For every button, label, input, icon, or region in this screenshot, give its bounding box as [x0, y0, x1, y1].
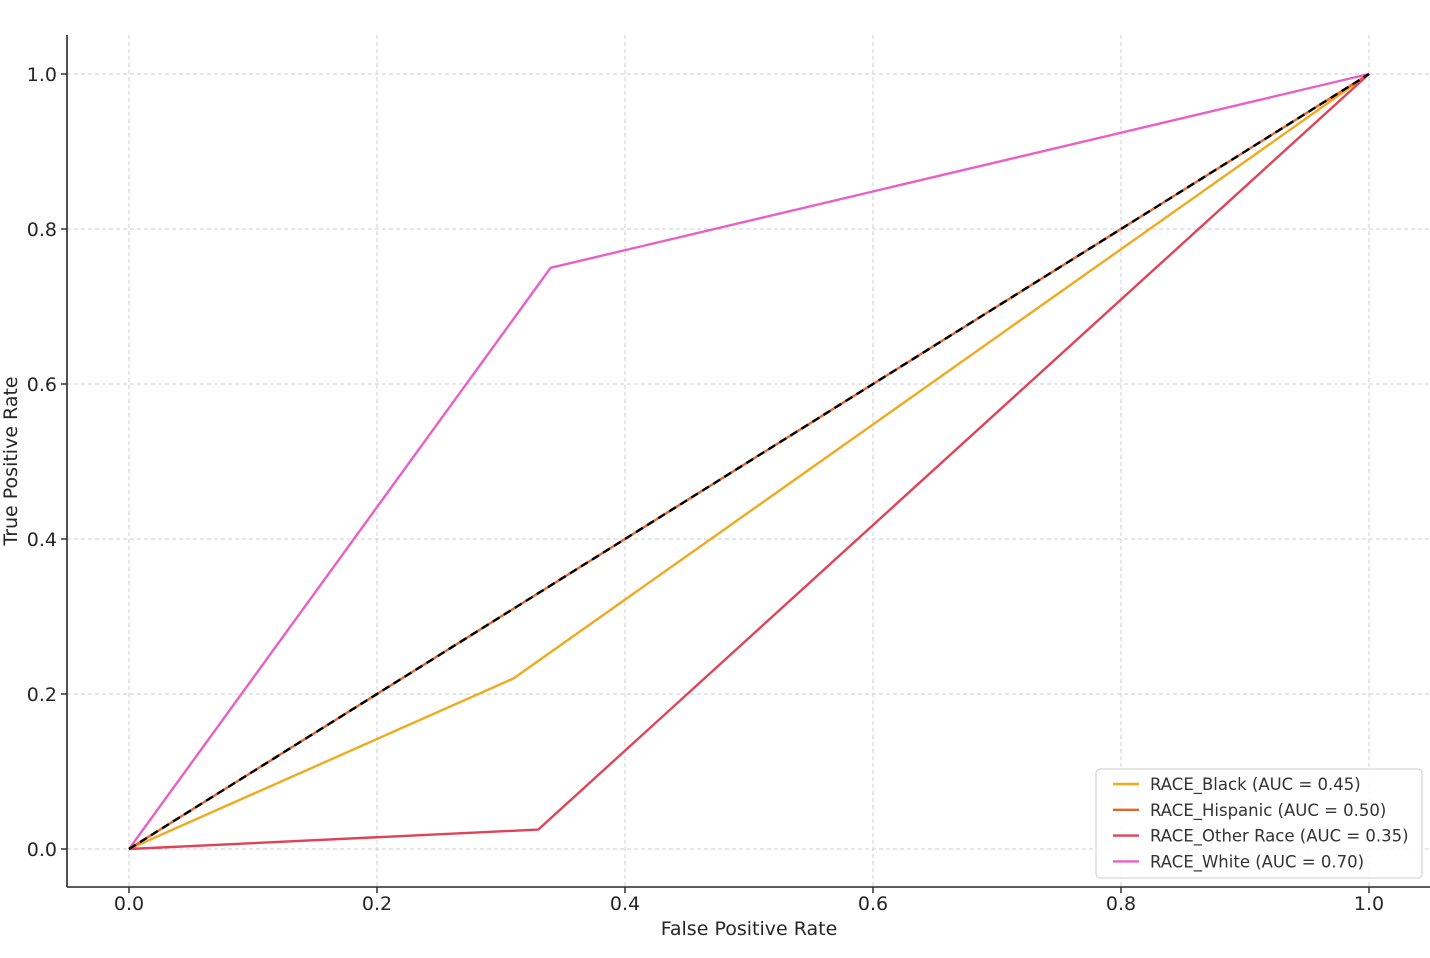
y-tick-label: 0.6	[27, 374, 57, 396]
x-tick-label: 0.4	[610, 893, 640, 915]
axes	[66, 35, 1430, 888]
x-tick-label: 0.0	[114, 893, 144, 915]
y-tick-label: 1.0	[27, 64, 57, 86]
legend: RACE_Black (AUC = 0.45) RACE_Hispanic (AU…	[1095, 768, 1423, 879]
legend-label: RACE_Black (AUC = 0.45)	[1150, 775, 1361, 795]
x-tick-label: 0.6	[858, 893, 888, 915]
legend-box	[1095, 768, 1423, 879]
y-axis-label: True Positive Rate	[0, 376, 22, 546]
series-line-race-black	[128, 73, 1370, 851]
x-tick-label: 0.2	[362, 893, 392, 915]
y-tick-label: 0.2	[27, 684, 57, 706]
y-tick-label: 0.8	[27, 219, 57, 241]
y-tick-label: 0.0	[27, 839, 57, 861]
legend-label: RACE_Other Race (AUC = 0.35)	[1150, 827, 1409, 847]
y-tick-label: 0.4	[27, 529, 57, 551]
grid	[67, 35, 1430, 887]
x-tick-label: 0.8	[1106, 893, 1136, 915]
legend-label: RACE_White (AUC = 0.70)	[1150, 852, 1364, 872]
series-lines	[128, 72, 1370, 851]
x-tick-label: 1.0	[1354, 893, 1384, 915]
series-line-race-other-race	[128, 73, 1370, 851]
reference-diagonal-line	[128, 72, 1370, 851]
series-line-race-white	[128, 72, 1370, 850]
x-axis-label: False Positive Rate	[661, 918, 838, 940]
legend-label: RACE_Hispanic (AUC = 0.50)	[1150, 801, 1386, 821]
tick-labels: 0.0 0.2 0.4 0.6 0.8 1.0 0.0 0.2 0.4 0.6 0.8 1.0	[27, 64, 1384, 915]
